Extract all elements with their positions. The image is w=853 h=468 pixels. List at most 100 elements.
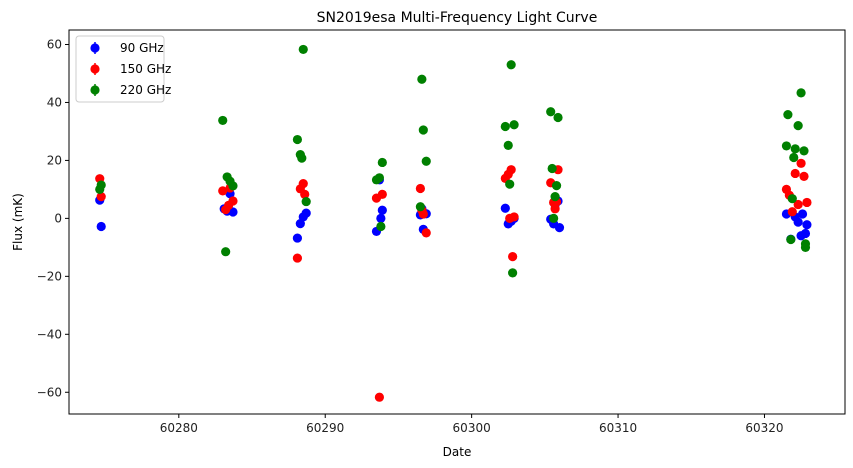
- data-point: [292, 253, 303, 263]
- x-tick-label: 60280: [160, 421, 198, 435]
- data-point: [550, 192, 560, 202]
- data-point: [802, 220, 812, 230]
- data-point: [793, 121, 803, 131]
- data-points: [95, 44, 812, 402]
- legend-marker: [90, 85, 100, 95]
- data-point: [505, 179, 515, 189]
- data-point: [554, 223, 565, 233]
- x-tick-label: 60300: [453, 421, 491, 435]
- data-point: [377, 205, 387, 215]
- y-tick-label: 60: [47, 37, 62, 51]
- data-point: [786, 234, 796, 245]
- data-point: [793, 199, 803, 210]
- x-tick-label: 60290: [306, 421, 344, 435]
- chart-title: SN2019esa Multi-Frequency Light Curve: [317, 10, 598, 26]
- data-point: [547, 163, 557, 174]
- data-point: [417, 74, 427, 84]
- data-point: [506, 60, 516, 70]
- legend: 90 GHz 150 GHz 220 GHz: [75, 35, 171, 103]
- data-point: [297, 153, 307, 163]
- legend-marker: [90, 43, 100, 53]
- data-point: [799, 146, 809, 156]
- plot-area: [69, 30, 845, 414]
- y-axis: −60 −40 −20 0 20 40 60: [37, 37, 69, 399]
- data-point: [550, 204, 560, 214]
- data-point: [421, 156, 431, 166]
- legend-label: 90 GHz: [120, 41, 164, 55]
- data-point: [789, 152, 799, 163]
- data-point: [508, 268, 518, 278]
- x-axis: 60280 60290 60300 60310 60320: [160, 414, 784, 435]
- x-axis-label: Date: [443, 445, 472, 459]
- data-point: [228, 207, 238, 217]
- data-point: [787, 207, 797, 217]
- data-point: [292, 233, 303, 243]
- plot-background: [69, 30, 845, 414]
- legend-box: [75, 35, 165, 103]
- data-point: [793, 217, 803, 227]
- data-point: [218, 115, 228, 126]
- plot-frame: [68, 29, 846, 415]
- data-point: [228, 196, 238, 206]
- data-point: [421, 228, 431, 238]
- data-point: [549, 213, 559, 223]
- data-point: [509, 120, 519, 130]
- data-point: [298, 179, 308, 189]
- y-axis-label: Flux (mK): [11, 193, 25, 251]
- series-2: [95, 44, 811, 278]
- data-point: [418, 125, 428, 135]
- data-point: [800, 228, 811, 239]
- data-point: [301, 196, 311, 207]
- x-tick-label: 60320: [745, 421, 783, 435]
- data-point: [301, 208, 311, 218]
- data-point: [503, 140, 513, 150]
- data-point: [790, 144, 800, 154]
- data-point: [796, 88, 806, 98]
- data-point: [500, 203, 510, 213]
- data-point: [506, 165, 516, 175]
- y-tick-label: −60: [37, 385, 62, 399]
- data-point: [415, 202, 425, 212]
- data-point: [292, 134, 303, 145]
- data-point: [800, 242, 811, 252]
- y-tick-label: 0: [54, 211, 62, 225]
- data-point: [376, 213, 386, 223]
- data-point: [551, 181, 562, 191]
- data-point: [799, 171, 809, 181]
- data-point: [505, 213, 515, 223]
- y-tick-label: −20: [37, 269, 62, 283]
- y-tick-label: 40: [47, 95, 62, 109]
- data-point: [553, 112, 563, 123]
- data-point: [790, 168, 800, 179]
- data-point: [221, 247, 231, 257]
- data-point: [783, 110, 793, 120]
- data-point: [300, 189, 310, 199]
- data-point: [377, 189, 387, 199]
- data-point: [96, 192, 106, 202]
- data-point: [376, 221, 386, 232]
- data-point: [787, 194, 797, 204]
- data-point: [546, 107, 556, 117]
- data-point: [374, 392, 384, 402]
- data-point: [228, 181, 238, 191]
- y-tick-label: 20: [47, 153, 62, 167]
- data-point: [377, 157, 387, 168]
- data-point: [374, 173, 384, 183]
- data-point: [298, 44, 308, 55]
- data-point: [781, 141, 792, 151]
- x-tick-label: 60310: [599, 421, 637, 435]
- data-point: [218, 186, 228, 196]
- legend-label: 220 GHz: [120, 83, 171, 97]
- data-point: [415, 183, 425, 194]
- data-point: [96, 221, 106, 232]
- data-point: [508, 252, 518, 262]
- legend-label: 150 GHz: [120, 62, 171, 76]
- legend-entries: 90 GHz 150 GHz 220 GHz: [90, 41, 171, 97]
- data-point: [96, 180, 106, 190]
- legend-marker: [90, 64, 100, 74]
- data-point: [500, 121, 510, 132]
- data-point: [797, 209, 808, 219]
- data-point: [796, 158, 806, 168]
- data-point: [802, 197, 812, 208]
